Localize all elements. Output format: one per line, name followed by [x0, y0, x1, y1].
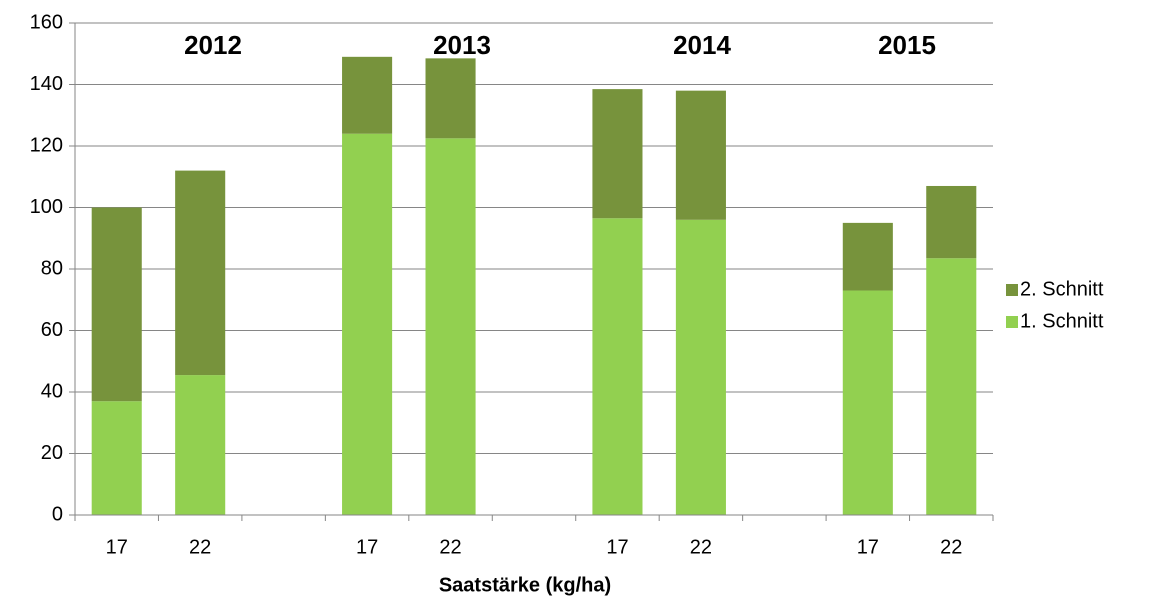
legend-swatch: [1006, 284, 1018, 296]
bar-segment: [926, 258, 977, 515]
bar-segment: [175, 375, 226, 515]
x-axis-label: Saatstärke (kg/ha): [439, 574, 611, 596]
x-tick-label: 22: [690, 536, 712, 558]
year-label: 2012: [184, 30, 242, 60]
y-tick-label: 80: [41, 257, 63, 279]
x-tick-label: 17: [606, 536, 628, 558]
bar-segment: [842, 222, 893, 291]
bar-segment: [91, 207, 142, 402]
x-tick-label: 22: [189, 536, 211, 558]
y-tick-label: 160: [30, 11, 63, 33]
y-tick-label: 100: [30, 196, 63, 218]
bar-segment: [425, 138, 476, 515]
y-tick-label: 0: [52, 503, 63, 525]
x-tick-label: 22: [940, 536, 962, 558]
bar-segment: [926, 185, 977, 259]
bar-segment: [842, 290, 893, 515]
y-tick-label: 20: [41, 442, 63, 464]
bar-segment: [91, 401, 142, 515]
year-label: 2015: [878, 30, 936, 60]
bar-segment: [342, 56, 393, 134]
bar-segment: [675, 90, 726, 220]
legend-label: 1. Schnitt: [1020, 310, 1104, 332]
bar-segment: [592, 218, 643, 515]
y-tick-label: 60: [41, 319, 63, 341]
year-label: 2013: [433, 30, 491, 60]
x-tick-label: 17: [356, 536, 378, 558]
x-tick-label: 17: [857, 536, 879, 558]
bar-segment: [175, 170, 226, 376]
x-tick-label: 22: [439, 536, 461, 558]
year-label: 2014: [673, 30, 731, 60]
y-tick-label: 40: [41, 380, 63, 402]
bar-segment: [342, 133, 393, 515]
bar-segment: [425, 58, 476, 139]
legend-swatch: [1006, 316, 1018, 328]
x-tick-label: 17: [106, 536, 128, 558]
y-tick-label: 140: [30, 73, 63, 95]
legend-label: 2. Schnitt: [1020, 278, 1104, 300]
y-tick-label: 120: [30, 134, 63, 156]
bar-segment: [675, 219, 726, 516]
bar-segment: [592, 89, 643, 219]
